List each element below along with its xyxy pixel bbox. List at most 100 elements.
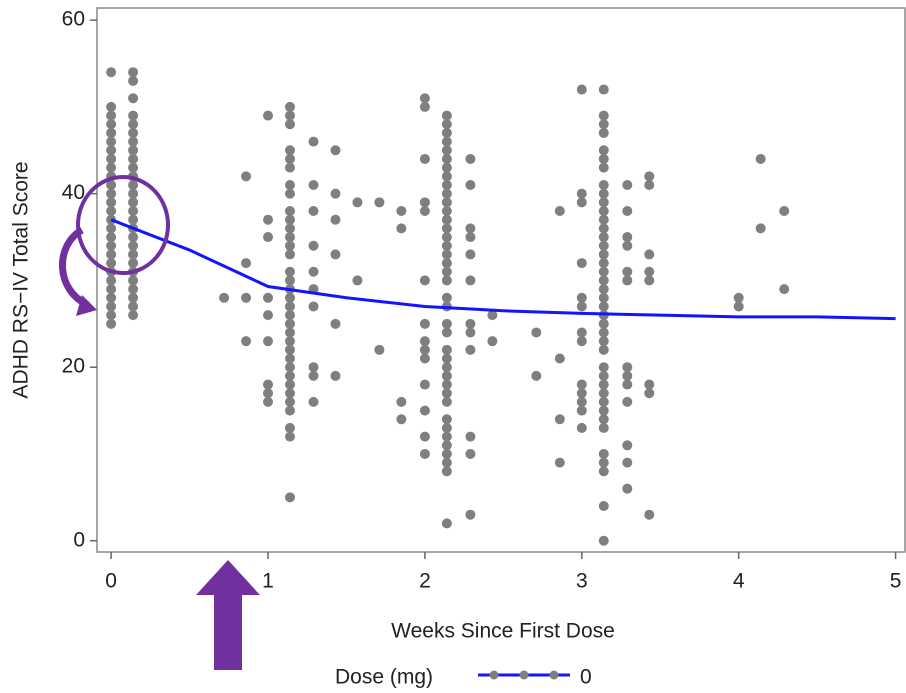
data-point (576, 396, 587, 407)
data-point (284, 327, 295, 338)
data-point (284, 266, 295, 277)
data-point (128, 119, 139, 130)
data-point (598, 466, 609, 477)
data-point (284, 206, 295, 217)
data-point (755, 153, 766, 164)
data-point (241, 258, 252, 269)
data-point (128, 127, 139, 138)
data-point (284, 179, 295, 190)
data-point (419, 206, 430, 217)
data-point (284, 214, 295, 225)
data-point (576, 336, 587, 347)
data-point (308, 206, 319, 217)
data-point (441, 431, 452, 442)
data-point (465, 318, 476, 329)
data-point (106, 101, 117, 112)
data-point (441, 153, 452, 164)
data-point (598, 258, 609, 269)
data-point (308, 301, 319, 312)
data-point (441, 353, 452, 364)
data-point (644, 179, 655, 190)
data-point (576, 84, 587, 95)
data-point (441, 466, 452, 477)
legend-marker (519, 670, 529, 680)
data-point (598, 362, 609, 373)
data-point (598, 249, 609, 260)
data-point (419, 318, 430, 329)
data-point (396, 206, 407, 217)
data-point (598, 414, 609, 425)
data-point (308, 396, 319, 407)
data-point (441, 240, 452, 251)
data-point (284, 162, 295, 173)
plot-frame (96, 7, 906, 553)
data-point (419, 448, 430, 459)
data-point (284, 301, 295, 312)
data-point (622, 232, 633, 243)
data-point (441, 179, 452, 190)
data-point (441, 370, 452, 381)
data-point (622, 396, 633, 407)
data-point (128, 136, 139, 147)
data-point (622, 275, 633, 286)
data-point (622, 266, 633, 277)
data-point (598, 292, 609, 303)
data-point (441, 223, 452, 234)
data-point (441, 388, 452, 399)
data-point (622, 370, 633, 381)
data-point (284, 431, 295, 442)
data-point (598, 501, 609, 512)
data-point (284, 292, 295, 303)
data-point (598, 388, 609, 399)
data-point (308, 240, 319, 251)
data-point (308, 179, 319, 190)
y-tick-label: 20 (62, 355, 85, 378)
data-point (441, 258, 452, 269)
data-point (598, 162, 609, 173)
data-point (598, 84, 609, 95)
data-point (106, 136, 117, 147)
data-point (733, 292, 744, 303)
data-point (106, 153, 117, 164)
data-point (779, 206, 790, 217)
data-point (284, 310, 295, 321)
data-point (644, 388, 655, 399)
data-point (106, 284, 117, 295)
data-point (598, 344, 609, 355)
data-point (465, 153, 476, 164)
data-point (419, 336, 430, 347)
data-point (263, 336, 274, 347)
data-point (106, 119, 117, 130)
data-point (374, 344, 385, 355)
y-axis-title: ADHD RS−IV Total Score (10, 161, 33, 398)
data-point (106, 188, 117, 199)
data-point (779, 284, 790, 295)
data-point (263, 396, 274, 407)
curved-arrow (58, 226, 90, 309)
data-point (284, 145, 295, 156)
data-point (441, 396, 452, 407)
data-point (128, 249, 139, 260)
data-point (308, 136, 319, 147)
data-point (441, 171, 452, 182)
data-point (128, 284, 139, 295)
x-tick-label: 1 (262, 570, 274, 593)
data-point (128, 75, 139, 86)
data-point (598, 448, 609, 459)
data-point (284, 223, 295, 234)
data-point (622, 240, 633, 251)
data-point (598, 327, 609, 338)
data-point (644, 509, 655, 520)
data-point (441, 344, 452, 355)
data-point (554, 353, 565, 364)
data-point (598, 301, 609, 312)
data-point (441, 448, 452, 459)
data-point (465, 275, 476, 286)
data-point (419, 101, 430, 112)
data-point (622, 440, 633, 451)
data-point (598, 275, 609, 286)
data-point (106, 310, 117, 321)
legend-title: Dose (mg) (335, 666, 433, 689)
